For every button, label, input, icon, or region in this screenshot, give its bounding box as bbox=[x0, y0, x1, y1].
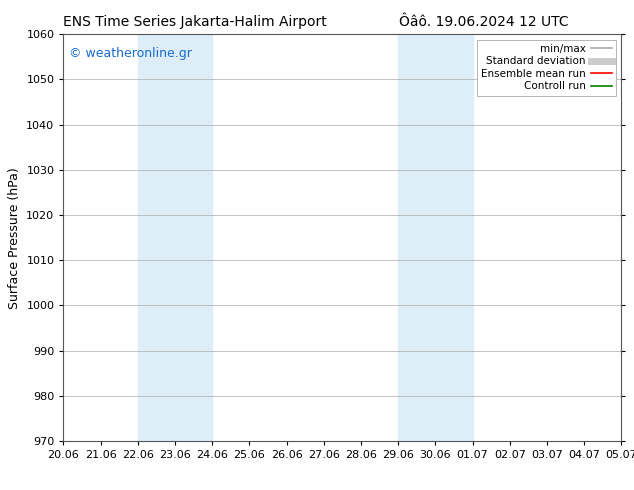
Bar bbox=[138, 34, 212, 441]
Legend: min/max, Standard deviation, Ensemble mean run, Controll run: min/max, Standard deviation, Ensemble me… bbox=[477, 40, 616, 96]
Y-axis label: Surface Pressure (hPa): Surface Pressure (hPa) bbox=[8, 167, 21, 309]
Text: Ôâô. 19.06.2024 12 UTC: Ôâô. 19.06.2024 12 UTC bbox=[399, 15, 569, 29]
Text: ENS Time Series Jakarta-Halim Airport: ENS Time Series Jakarta-Halim Airport bbox=[63, 15, 327, 29]
Text: © weatheronline.gr: © weatheronline.gr bbox=[69, 47, 192, 59]
Bar bbox=[398, 34, 472, 441]
